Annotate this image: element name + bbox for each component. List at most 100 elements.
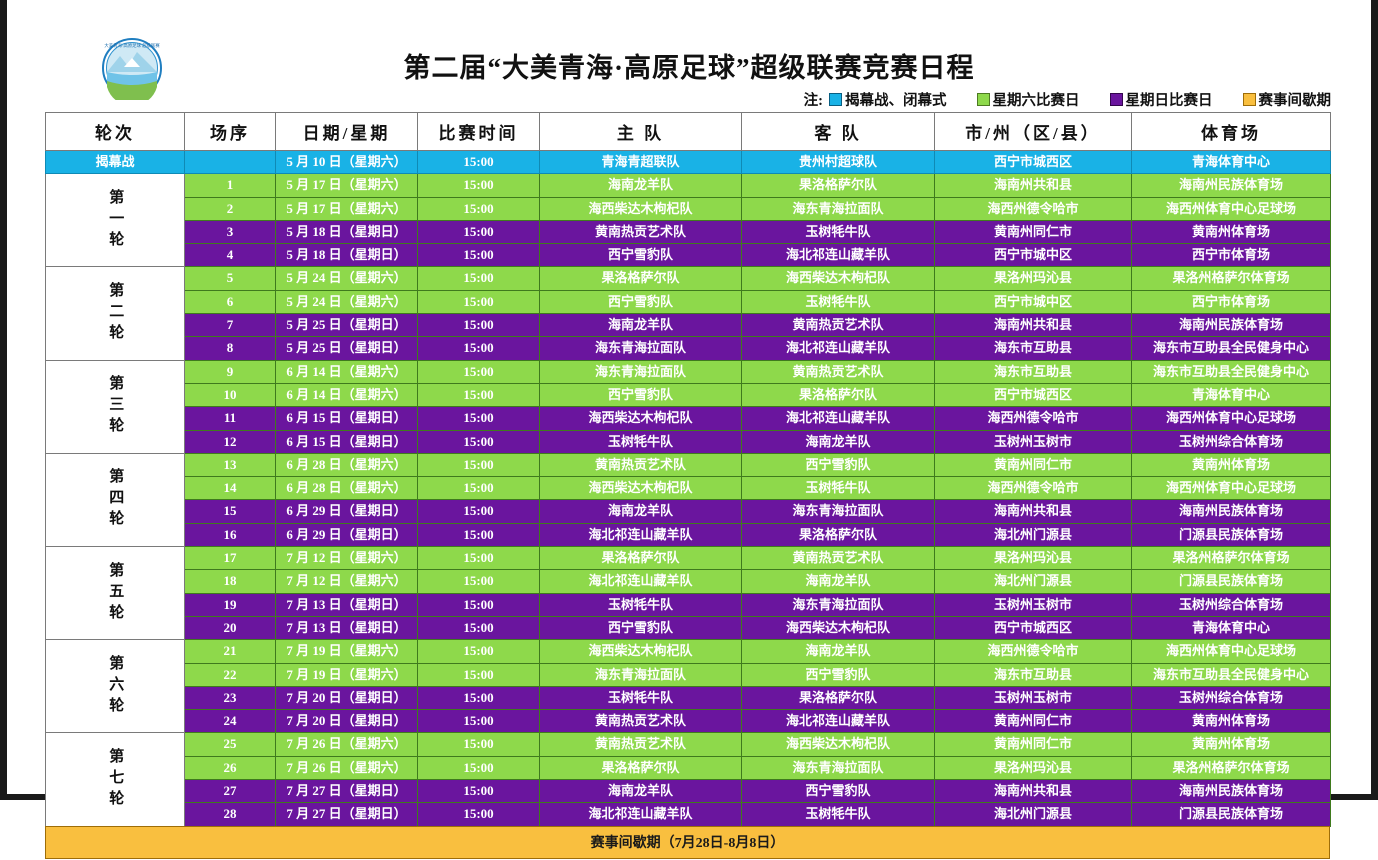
cell-away-team: 海南龙羊队: [741, 429, 935, 454]
svg-text:大美青海·高原足球 超级联赛: 大美青海·高原足球 超级联赛: [104, 42, 160, 49]
schedule-table-wrap: 轮次 场序 日期/星期 比赛时间 主 队 客 队 市/州（区/县） 体育场 揭幕…: [45, 112, 1333, 827]
cell-match-city: 果洛州玛沁县: [934, 755, 1132, 781]
cell-match-city: 玉树州玉树市: [934, 429, 1132, 454]
cell-home-team: 黄南热贡艺术队: [539, 219, 742, 245]
cell-match-city: 黄南州同仁市: [934, 452, 1132, 478]
column-header-date: 日期/星期: [275, 112, 418, 151]
cell-match-date: 5 月 10 日（星期六）: [275, 149, 418, 175]
cell-home-team: 海东青海拉面队: [539, 359, 742, 384]
cell-away-team: 西宁雪豹队: [741, 662, 935, 687]
table-row: 27 7 月 27 日（星期日） 15:00 海南龙羊队 西宁雪豹队 海南州共和县 海南州民…: [46, 779, 1331, 804]
cell-home-team: 海北祁连山藏羊队: [539, 522, 742, 548]
cell-match-date: 7 月 20 日（星期日）: [275, 709, 418, 734]
cell-match-city: 海南州共和县: [934, 313, 1132, 338]
table-row: 22 7 月 19 日（星期六） 15:00 海东青海拉面队 西宁雪豹队 海东市互助县 海东…: [46, 662, 1331, 687]
cell-match-time: 15:00: [417, 382, 540, 408]
cell-home-team: 海南龙羊队: [539, 313, 742, 338]
cell-match-venue: 海南州民族体育场: [1131, 313, 1331, 338]
cell-match-no: 25: [184, 732, 276, 757]
cell-match-no: 21: [184, 639, 276, 664]
cell-match-no: [184, 149, 276, 175]
round-label-5: 第五轮: [45, 546, 185, 641]
cell-match-no: 2: [184, 196, 276, 221]
cell-match-venue: 黄南州体育场: [1131, 732, 1331, 757]
cell-match-time: 15:00: [417, 219, 540, 245]
cell-match-city: 海南州共和县: [934, 499, 1132, 524]
cell-match-time: 15:00: [417, 662, 540, 687]
round-label-3: 第三轮: [45, 359, 185, 454]
cell-match-date: 6 月 15 日（星期日）: [275, 429, 418, 454]
break-color-swatch-icon: [1242, 93, 1256, 106]
cell-match-no: 1: [184, 173, 276, 198]
table-row: 26 7 月 26 日（星期六） 15:00 果洛格萨尔队 海东青海拉面队 果洛州玛沁县果…: [46, 755, 1331, 781]
cell-away-team: 海西柴达木枸杞队: [741, 615, 935, 641]
cell-match-venue: 海西州体育中心足球场: [1131, 196, 1331, 221]
cell-match-no: 16: [184, 522, 276, 548]
saturday-color-swatch-icon: [976, 93, 990, 106]
cell-match-venue: 海南州民族体育场: [1131, 779, 1331, 804]
cell-home-team: 西宁雪豹队: [539, 615, 742, 641]
cell-match-venue: 果洛州格萨尔体育场: [1131, 755, 1331, 781]
table-body: 揭幕战 5 月 10 日（星期六） 15:00 青海青超联队 贵州村超球队 西宁市城西区青…: [45, 149, 1331, 827]
cell-match-time: 15:00: [417, 755, 540, 781]
cell-match-venue: 黄南州体育场: [1131, 709, 1331, 734]
cell-match-date: 7 月 26 日（星期六）: [275, 755, 418, 781]
cell-match-date: 6 月 29 日（星期日）: [275, 522, 418, 548]
legend-label-opening: 揭幕战、闭幕式: [845, 93, 947, 109]
legend-item-opening: 揭幕战、闭幕式: [829, 89, 947, 110]
table-row: 第二轮 5 5 月 24 日（星期六） 15:00 果洛格萨尔队 海西柴达木枸杞队 果洛州玛…: [45, 266, 1331, 361]
cell-match-time: 15:00: [417, 639, 540, 664]
cell-match-time: 15:00: [417, 546, 540, 571]
cell-match-city: 海北州门源县: [934, 522, 1132, 548]
cell-match-city: 黄南州同仁市: [934, 219, 1132, 245]
cell-away-team: 海北祁连山藏羊队: [741, 406, 935, 431]
table-row: 第四轮 13 6 月 28 日（星期六） 15:00 黄南热贡艺术队 西宁雪豹队 黄南州同仁…: [45, 452, 1331, 548]
cell-home-team: 果洛格萨尔队: [539, 266, 742, 291]
cell-match-no: 14: [184, 476, 276, 501]
column-header-city: 市/州（区/县）: [934, 112, 1132, 151]
page-header: 大美青海·高原足球 超级联赛 第二届“大美青海·高原足球”超级联赛竞赛日程 注:…: [7, 0, 1371, 112]
cell-match-time: 15:00: [417, 336, 540, 361]
cell-home-team: 海北祁连山藏羊队: [539, 802, 742, 827]
cell-match-time: 15:00: [417, 359, 540, 384]
cell-match-no: 17: [184, 546, 276, 571]
page-title: 第二届“大美青海·高原足球”超级联赛竞赛日程: [403, 53, 975, 83]
cell-match-city: 海西州德令哈市: [934, 639, 1132, 664]
table-row: 14 6 月 28 日（星期六） 15:00 海西柴达木枸杞队 玉树牦牛队 海西州德令哈市…: [46, 476, 1331, 501]
cell-home-team: 果洛格萨尔队: [539, 755, 742, 781]
table-row: 28 7 月 27 日（星期日） 15:00 海北祁连山藏羊队 玉树牦牛队 海北州门源县门…: [46, 802, 1331, 827]
cell-home-team: 西宁雪豹队: [539, 243, 742, 268]
cell-away-team: 果洛格萨尔队: [741, 685, 935, 711]
cell-match-city: 海南州共和县: [934, 779, 1132, 804]
cell-match-venue: 玉树州综合体育场: [1131, 685, 1331, 711]
cell-match-date: 5 月 24 日（星期六）: [275, 266, 418, 291]
table-row: 20 7 月 13 日（星期日） 15:00 西宁雪豹队 海西柴达木枸杞队 西宁市城西区青…: [46, 615, 1331, 641]
cell-match-venue: 果洛州格萨尔体育场: [1131, 266, 1331, 291]
cell-match-time: 15:00: [417, 406, 540, 431]
cell-match-time: 15:00: [417, 266, 540, 291]
cell-match-time: 15:00: [417, 685, 540, 711]
cell-match-date: 7 月 19 日（星期六）: [275, 662, 418, 687]
cell-match-date: 5 月 18 日（星期日）: [275, 219, 418, 245]
table-row: 第三轮 9 6 月 14 日（星期六） 15:00 海东青海拉面队 黄南热贡艺术队 海东市互…: [45, 359, 1331, 454]
cell-match-date: 7 月 27 日（星期日）: [275, 802, 418, 827]
cell-match-city: 海西州德令哈市: [934, 406, 1132, 431]
round-label-7: 第七轮: [45, 732, 185, 827]
cell-match-city: 海北州门源县: [934, 802, 1132, 827]
cell-match-city: 果洛州玛沁县: [934, 266, 1132, 291]
cell-match-time: 15:00: [417, 476, 540, 501]
cell-match-date: 5 月 18 日（星期日）: [275, 243, 418, 268]
cell-match-venue: 青海体育中心: [1131, 615, 1331, 641]
cell-match-venue: 门源县民族体育场: [1131, 802, 1331, 827]
table-row: 15 6 月 29 日（星期日） 15:00 海南龙羊队 海东青海拉面队 海南州共和县 海南…: [46, 499, 1331, 524]
cell-away-team: 海西柴达木枸杞队: [741, 266, 935, 291]
cell-match-city: 西宁市城中区: [934, 243, 1132, 268]
cell-home-team: 黄南热贡艺术队: [539, 452, 742, 478]
cell-match-city: 海东市互助县: [934, 336, 1132, 361]
cell-away-team: 海南龙羊队: [741, 639, 935, 664]
cell-match-no: 5: [184, 266, 276, 291]
cell-match-date: 6 月 15 日（星期日）: [275, 406, 418, 431]
